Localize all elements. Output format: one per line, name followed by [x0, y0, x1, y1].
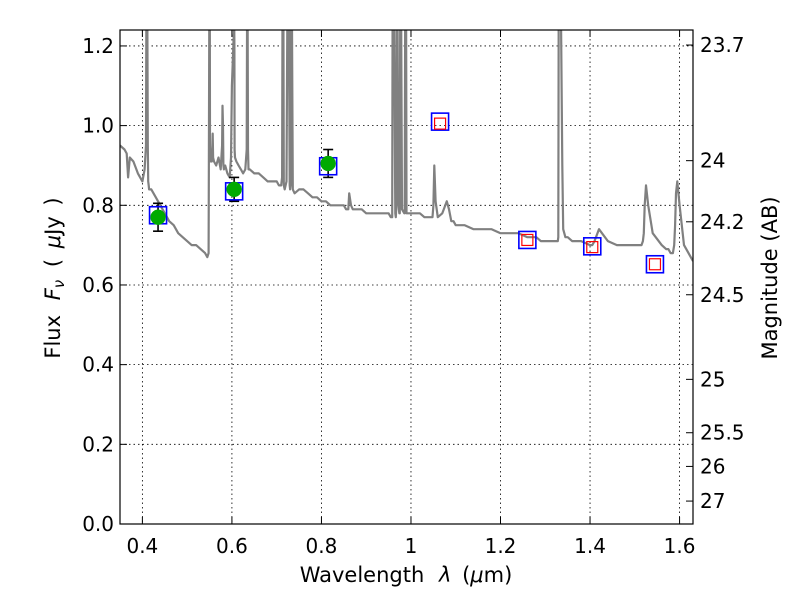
upper-limit-square	[521, 233, 534, 247]
x-tick-label: 1.2	[485, 534, 517, 558]
tick-marks	[120, 30, 693, 525]
y-axis-title: Flux Fν ( μJy )	[41, 197, 69, 358]
x-axis-title-open: (	[462, 563, 470, 587]
y-axis-title-mu: μ	[41, 235, 65, 249]
y-tick-label: 0.2	[82, 432, 114, 456]
y-axis-title-symbol: F	[41, 287, 65, 300]
upper-limit-square	[433, 117, 447, 130]
y-tick-labels: 0.0 0.2 0.4 0.6 0.8 1.0 1.2	[82, 34, 114, 536]
model-photometry-square	[430, 112, 450, 131]
model-photometry-square	[518, 230, 537, 250]
y-tick-label: 1.2	[82, 34, 114, 58]
y2-tick-label: 27	[700, 489, 725, 513]
y2-tick-label: 26	[700, 454, 725, 478]
y2-tick-label: 23.7	[700, 33, 745, 57]
x-tick-label: 1.6	[664, 534, 696, 558]
y-tick-label: 1.0	[82, 114, 114, 138]
measured-point	[150, 209, 166, 225]
x-axis-title-word: Wavelength	[300, 563, 425, 587]
x-tick-label: 0.4	[126, 534, 158, 558]
x-tick-label: 0.8	[306, 534, 338, 558]
x-tick-label: 1.4	[574, 534, 606, 558]
y-axis-title-word: Flux	[41, 315, 65, 359]
upper-limit-square	[586, 241, 599, 254]
spectrum-layer	[120, 30, 693, 262]
y2-tick-label: 25	[700, 367, 725, 391]
y2-tick-labels: 23.7 24 24.2 24.5 25 25.5 26 27	[700, 33, 745, 513]
y-tick-label: 0.8	[82, 193, 114, 217]
plot-frame	[119, 29, 694, 525]
measured-point	[320, 155, 336, 172]
x-axis-title-symbol: λ	[438, 563, 451, 587]
y2-axis-title: Magnitude (AB)	[758, 196, 782, 359]
photometry-markers	[148, 112, 665, 274]
x-tick-label: 0.6	[216, 534, 248, 558]
measured-point	[226, 181, 242, 198]
x-tick-label: 1	[405, 534, 418, 558]
y-axis-title-unit: Jy	[41, 216, 65, 237]
y2-tick-label: 24.5	[700, 283, 745, 307]
upper-limit-square	[648, 258, 662, 271]
x-axis-title-unit: m)	[484, 563, 513, 587]
y-axis-title-open: (	[41, 259, 65, 267]
y-axis-title-subscript: ν	[50, 280, 68, 288]
y2-tick-label: 24.2	[700, 210, 745, 234]
y-tick-label: 0.4	[82, 353, 114, 377]
y2-tick-label: 25.5	[700, 421, 745, 445]
x-axis-title-mu: μ	[469, 563, 483, 587]
x-axis-title: Wavelength λ (μm)	[300, 563, 513, 587]
y-tick-label: 0.0	[82, 512, 114, 536]
model-photometry-square	[582, 237, 602, 256]
model-photometry-square	[645, 254, 665, 274]
x-tick-labels: 0.4 0.6 0.8 1 1.2 1.4 1.6	[126, 534, 695, 558]
y-axis-title-close: )	[41, 197, 65, 205]
y-tick-label: 0.6	[82, 273, 114, 297]
grid	[120, 30, 693, 525]
y2-tick-label: 24	[700, 149, 725, 173]
model-spectrum-line	[120, 30, 693, 262]
